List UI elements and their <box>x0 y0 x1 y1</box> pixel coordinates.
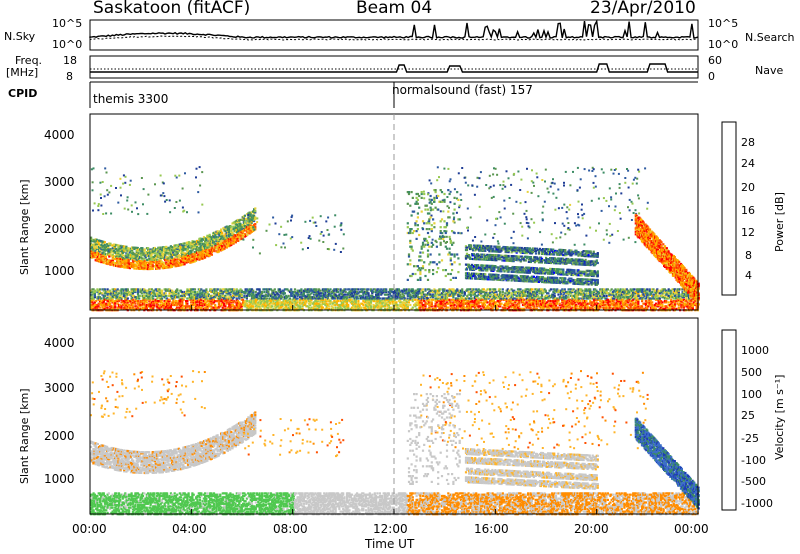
nave-tick-bottom: 0 <box>708 70 715 83</box>
power-cb-tick-20: 20 <box>741 181 755 194</box>
freq-unit-label: [MHz] <box>6 66 39 79</box>
cpid-label: CPID <box>8 87 38 100</box>
power-cb-tick-4: 4 <box>745 269 752 282</box>
nave-tick-top: 60 <box>708 54 722 67</box>
nsky-label: N.Sky <box>4 30 36 43</box>
power-colorbar-frame <box>721 121 737 296</box>
xtick-0: 00:00 <box>72 522 107 536</box>
nsearch-tick-bottom: 10^0 <box>708 38 739 51</box>
vel-cb-tick-1000: 1000 <box>741 344 769 357</box>
nave-label: Nave <box>755 64 784 77</box>
velocity-ytick-1000: 1000 <box>44 472 75 486</box>
xtick-4: 16:00 <box>474 522 509 536</box>
nsearch-line <box>89 35 698 41</box>
power-cb-tick-28: 28 <box>741 136 755 149</box>
vel-cb-tick-m1000: -1000 <box>741 497 773 510</box>
freq-line <box>90 63 698 73</box>
vel-cb-tick-m100: -100 <box>741 454 766 467</box>
velocity-ytick-2000: 2000 <box>44 429 75 443</box>
velocity-panel-cells <box>90 370 700 516</box>
freq-tick-top: 18 <box>63 54 77 67</box>
nsearch-tick-top: 10^5 <box>708 17 739 30</box>
velocity-colorbar-frame <box>721 329 737 511</box>
xaxis-label: Time UT <box>365 537 415 551</box>
xtick-3: 12:00 <box>373 522 408 536</box>
power-cb-tick-8: 8 <box>745 249 752 262</box>
beam-label: Beam 04 <box>356 0 433 18</box>
nsky-tick-bottom: 10^0 <box>52 38 83 51</box>
date-label: 23/Apr/2010 <box>590 0 696 18</box>
freq-tick-bottom: 8 <box>66 70 73 83</box>
xtick-6: 00:00 <box>674 522 709 536</box>
power-cb-tick-12: 12 <box>741 226 755 239</box>
nsearch-label: N.Search <box>745 31 795 44</box>
power-ytick-1000: 1000 <box>44 264 75 278</box>
power-ytick-3000: 3000 <box>44 175 75 189</box>
cpid-segment-1: themis 3300 <box>93 92 169 106</box>
freq-label: Freq. <box>15 54 43 67</box>
vel-cb-tick-25: 25 <box>741 409 755 422</box>
freq-panel-frame <box>89 55 699 79</box>
vel-cb-tick-m25: -25 <box>741 432 759 445</box>
nsky-tick-top: 10^5 <box>52 17 83 30</box>
station-title: Saskatoon (fitACF) <box>93 0 251 18</box>
power-ytick-4000: 4000 <box>44 128 75 142</box>
xtick-1: 04:00 <box>172 522 207 536</box>
cpid-segment-2: normalsound (fast) 157 <box>392 83 533 97</box>
velocity-ytick-4000: 4000 <box>44 336 75 350</box>
velocity-panel-frame <box>89 317 699 515</box>
power-cb-tick-24: 24 <box>741 157 755 170</box>
xtick-2: 08:00 <box>273 522 308 536</box>
power-panel-cells <box>90 166 700 312</box>
power-ytick-2000: 2000 <box>44 222 75 236</box>
power-cb-tick-16: 16 <box>741 204 755 217</box>
power-panel-frame <box>89 113 699 311</box>
nsky-panel-frame <box>89 19 699 51</box>
nsky-line <box>89 19 699 40</box>
vel-cb-tick-100: 100 <box>741 388 762 401</box>
xtick-5: 20:00 <box>574 522 609 536</box>
vel-cb-tick-500: 500 <box>741 366 762 379</box>
vel-cb-tick-m500: -500 <box>741 475 766 488</box>
velocity-ytick-3000: 3000 <box>44 381 75 395</box>
